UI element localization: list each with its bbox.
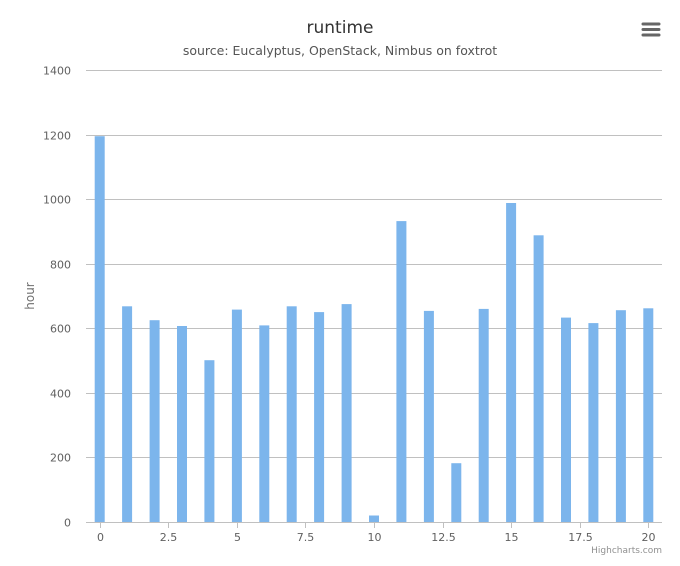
y-axis-labels: 0 200 400 600 800 1000 1200 1400 bbox=[43, 65, 71, 530]
hamburger-menu-icon[interactable] bbox=[636, 16, 666, 44]
bar[interactable] bbox=[94, 136, 105, 522]
credits-link[interactable]: Highcharts.com bbox=[591, 546, 662, 556]
chart-subtitle: source: Eucalyptus, OpenStack, Nimbus on… bbox=[183, 43, 497, 58]
x-tick-label: 17.5 bbox=[568, 531, 593, 544]
bar[interactable] bbox=[231, 309, 242, 522]
x-tick-label: 15 bbox=[505, 531, 519, 544]
x-tick-label: 20 bbox=[642, 531, 656, 544]
bar[interactable] bbox=[423, 310, 434, 522]
x-tick-label: 0 bbox=[97, 531, 104, 544]
y-tick-label: 400 bbox=[50, 388, 71, 401]
bar[interactable] bbox=[286, 306, 297, 522]
bar[interactable] bbox=[122, 306, 133, 522]
y-tick-label: 200 bbox=[50, 452, 71, 465]
bar[interactable] bbox=[615, 310, 626, 522]
bar-series bbox=[94, 136, 654, 523]
bar[interactable] bbox=[478, 308, 489, 522]
bar[interactable] bbox=[506, 203, 517, 522]
chart-title: runtime bbox=[307, 18, 374, 38]
bar[interactable] bbox=[643, 308, 654, 522]
bar[interactable] bbox=[451, 463, 462, 522]
bar[interactable] bbox=[259, 325, 270, 522]
y-tick-label: 1000 bbox=[43, 194, 71, 207]
x-tick-label: 7.5 bbox=[297, 531, 315, 544]
bar[interactable] bbox=[204, 360, 215, 522]
y-tick-label: 600 bbox=[50, 323, 71, 336]
x-tick-label: 12.5 bbox=[431, 531, 456, 544]
bar[interactable] bbox=[341, 304, 352, 522]
bar[interactable] bbox=[369, 515, 379, 523]
grid-lines bbox=[86, 70, 662, 458]
x-tick-label: 2.5 bbox=[160, 531, 178, 544]
x-tick-label: 10 bbox=[368, 531, 382, 544]
bar[interactable] bbox=[561, 317, 571, 522]
y-tick-label: 800 bbox=[50, 259, 71, 272]
y-axis-title: hour bbox=[23, 282, 37, 310]
bar[interactable] bbox=[149, 320, 160, 522]
bar[interactable] bbox=[396, 221, 407, 522]
y-tick-label: 1200 bbox=[43, 130, 71, 143]
bar[interactable] bbox=[533, 235, 544, 523]
x-axis: 0 2.5 5 7.5 10 12.5 15 17.5 20 bbox=[86, 522, 662, 544]
bar[interactable] bbox=[177, 326, 187, 522]
y-tick-label: 0 bbox=[64, 517, 71, 530]
bar[interactable] bbox=[588, 323, 599, 522]
y-tick-label: 1400 bbox=[43, 65, 71, 78]
x-tick-label: 5 bbox=[234, 531, 241, 544]
bar[interactable] bbox=[314, 312, 325, 522]
